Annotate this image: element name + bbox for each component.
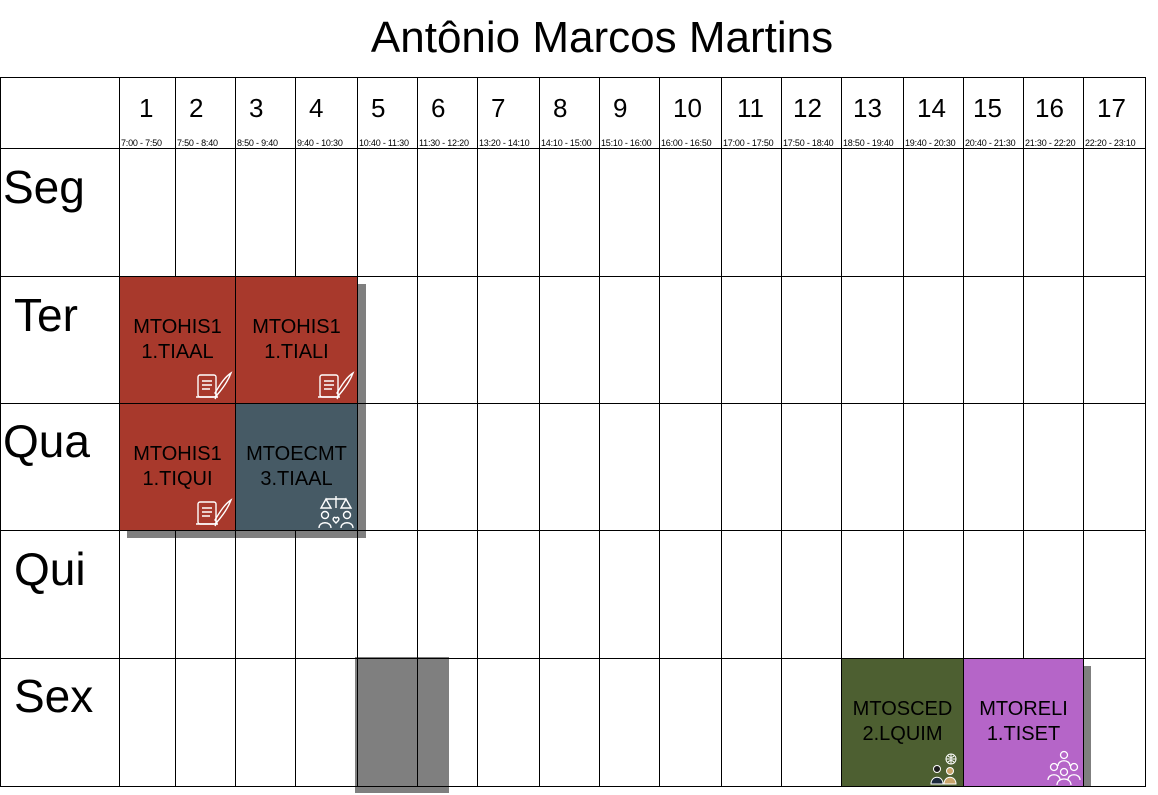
grid-vline	[963, 77, 964, 787]
hour-time-range: 16:00 - 16:50	[661, 138, 712, 148]
class-block[interactable]: MTOHIS1 1.TIALI	[235, 276, 358, 404]
class-text: MTOHIS1 1.TIQUI	[120, 442, 235, 492]
hour-number: 16	[1035, 93, 1064, 123]
grid-vline	[781, 77, 782, 787]
hour-number: 3	[249, 93, 264, 123]
hour-time-range: 7:00 - 7:50	[121, 138, 162, 148]
grid-vline	[841, 77, 842, 787]
scroll-quill-icon	[195, 494, 233, 530]
hour-time-range: 18:50 - 19:40	[843, 138, 894, 148]
day-label-sex: Sex	[14, 670, 94, 722]
hour-number: 12	[793, 93, 822, 123]
hour-number: 8	[553, 93, 568, 123]
hour-time-range: 21:30 - 22:20	[1025, 138, 1076, 148]
day-label-qua: Qua	[3, 415, 90, 467]
hour-time-range: 13:20 - 14:10	[479, 138, 530, 148]
hour-number: 13	[853, 93, 882, 123]
class-group: 2.LQUIM	[862, 723, 943, 745]
grid-vline	[477, 77, 478, 787]
day-label-seg: Seg	[3, 161, 85, 213]
class-group: 1.TISET	[986, 723, 1061, 745]
grid-vline	[659, 77, 660, 787]
class-text: MTORELI 1.TISET	[964, 697, 1083, 747]
grid-hline	[0, 658, 1146, 659]
class-code: MTOHIS1	[133, 443, 222, 465]
grid-vline	[539, 77, 540, 787]
hour-number: 15	[973, 93, 1002, 123]
hour-time-range: 7:50 - 8:40	[177, 138, 218, 148]
hour-number: 17	[1097, 93, 1126, 123]
day-label-ter: Ter	[14, 289, 78, 341]
hour-number: 11	[737, 93, 764, 123]
grid-vline	[0, 77, 1, 787]
grid-hline	[0, 148, 1146, 149]
hour-time-range: 17:50 - 18:40	[783, 138, 834, 148]
block-shadow	[1083, 666, 1091, 786]
hour-number: 6	[431, 93, 446, 123]
hour-number: 2	[189, 93, 204, 123]
hour-number: 1	[139, 93, 154, 123]
scroll-quill-icon	[195, 367, 233, 403]
class-code: MTOHIS1	[252, 316, 341, 338]
grid-vline	[417, 77, 418, 787]
hour-number: 4	[309, 93, 324, 123]
class-code: MTOSCED	[852, 698, 953, 720]
class-group: 1.TIQUI	[142, 468, 213, 490]
grid-vline	[1145, 77, 1146, 787]
scroll-quill-icon	[317, 367, 355, 403]
grid-hline	[0, 530, 1146, 531]
hour-time-range: 22:20 - 23:10	[1085, 138, 1136, 148]
class-code: MTOECMT	[246, 443, 347, 465]
hour-time-range: 14:10 - 15:00	[541, 138, 592, 148]
hour-number: 9	[613, 93, 628, 123]
class-text: MTOSCED 2.LQUIM	[842, 697, 963, 747]
grid-vline	[903, 77, 904, 787]
class-code: MTORELI	[979, 698, 1068, 720]
hour-time-range: 17:00 - 17:50	[723, 138, 774, 148]
class-group: 3.TIAAL	[260, 468, 333, 490]
day-label-qui: Qui	[14, 543, 86, 595]
class-block[interactable]: MTOHIS1 1.TIQUI	[119, 403, 236, 531]
grid-hline	[0, 77, 1146, 78]
hour-number: 14	[917, 93, 946, 123]
class-text: MTOHIS1 1.TIALI	[236, 315, 357, 365]
grid-vline	[599, 77, 600, 787]
class-block[interactable]: MTOHIS1 1.TIAAL	[119, 276, 236, 404]
class-text: MTOHIS1 1.TIAAL	[120, 315, 235, 365]
class-block[interactable]: MTOSCED 2.LQUIM	[841, 658, 964, 787]
grid-vline	[1023, 77, 1024, 787]
class-group: 1.TIALI	[264, 341, 329, 363]
class-block[interactable]: MTORELI 1.TISET	[963, 658, 1084, 787]
hour-time-range: 9:40 - 10:30	[297, 138, 343, 148]
hour-time-range: 20:40 - 21:30	[965, 138, 1016, 148]
class-text: MTOECMT 3.TIAAL	[236, 442, 357, 492]
hour-time-range: 15:10 - 16:00	[601, 138, 652, 148]
hour-number: 7	[491, 93, 506, 123]
grid-hline	[0, 403, 1146, 404]
group-people-icon	[1047, 750, 1081, 786]
class-group: 1.TIAAL	[141, 341, 214, 363]
people-globe-icon	[929, 750, 961, 786]
hour-number: 10	[673, 93, 702, 123]
class-code: MTOHIS1	[133, 316, 222, 338]
page-title: Antônio Marcos Martins	[370, 13, 834, 62]
grid-vline	[1083, 77, 1084, 787]
hour-time-range: 19:40 - 20:30	[905, 138, 956, 148]
hour-number: 5	[371, 93, 386, 123]
grid-hline	[0, 786, 1146, 787]
scales-people-icon	[317, 494, 355, 530]
hour-time-range: 11:30 - 12:20	[419, 138, 469, 148]
hour-time-range: 10:40 - 11:30	[359, 138, 409, 148]
class-block[interactable]: MTOECMT 3.TIAAL	[235, 403, 358, 531]
grid-vline	[721, 77, 722, 787]
block-shadow	[355, 657, 449, 793]
hour-time-range: 8:50 - 9:40	[237, 138, 278, 148]
grid-hline	[0, 276, 1146, 277]
